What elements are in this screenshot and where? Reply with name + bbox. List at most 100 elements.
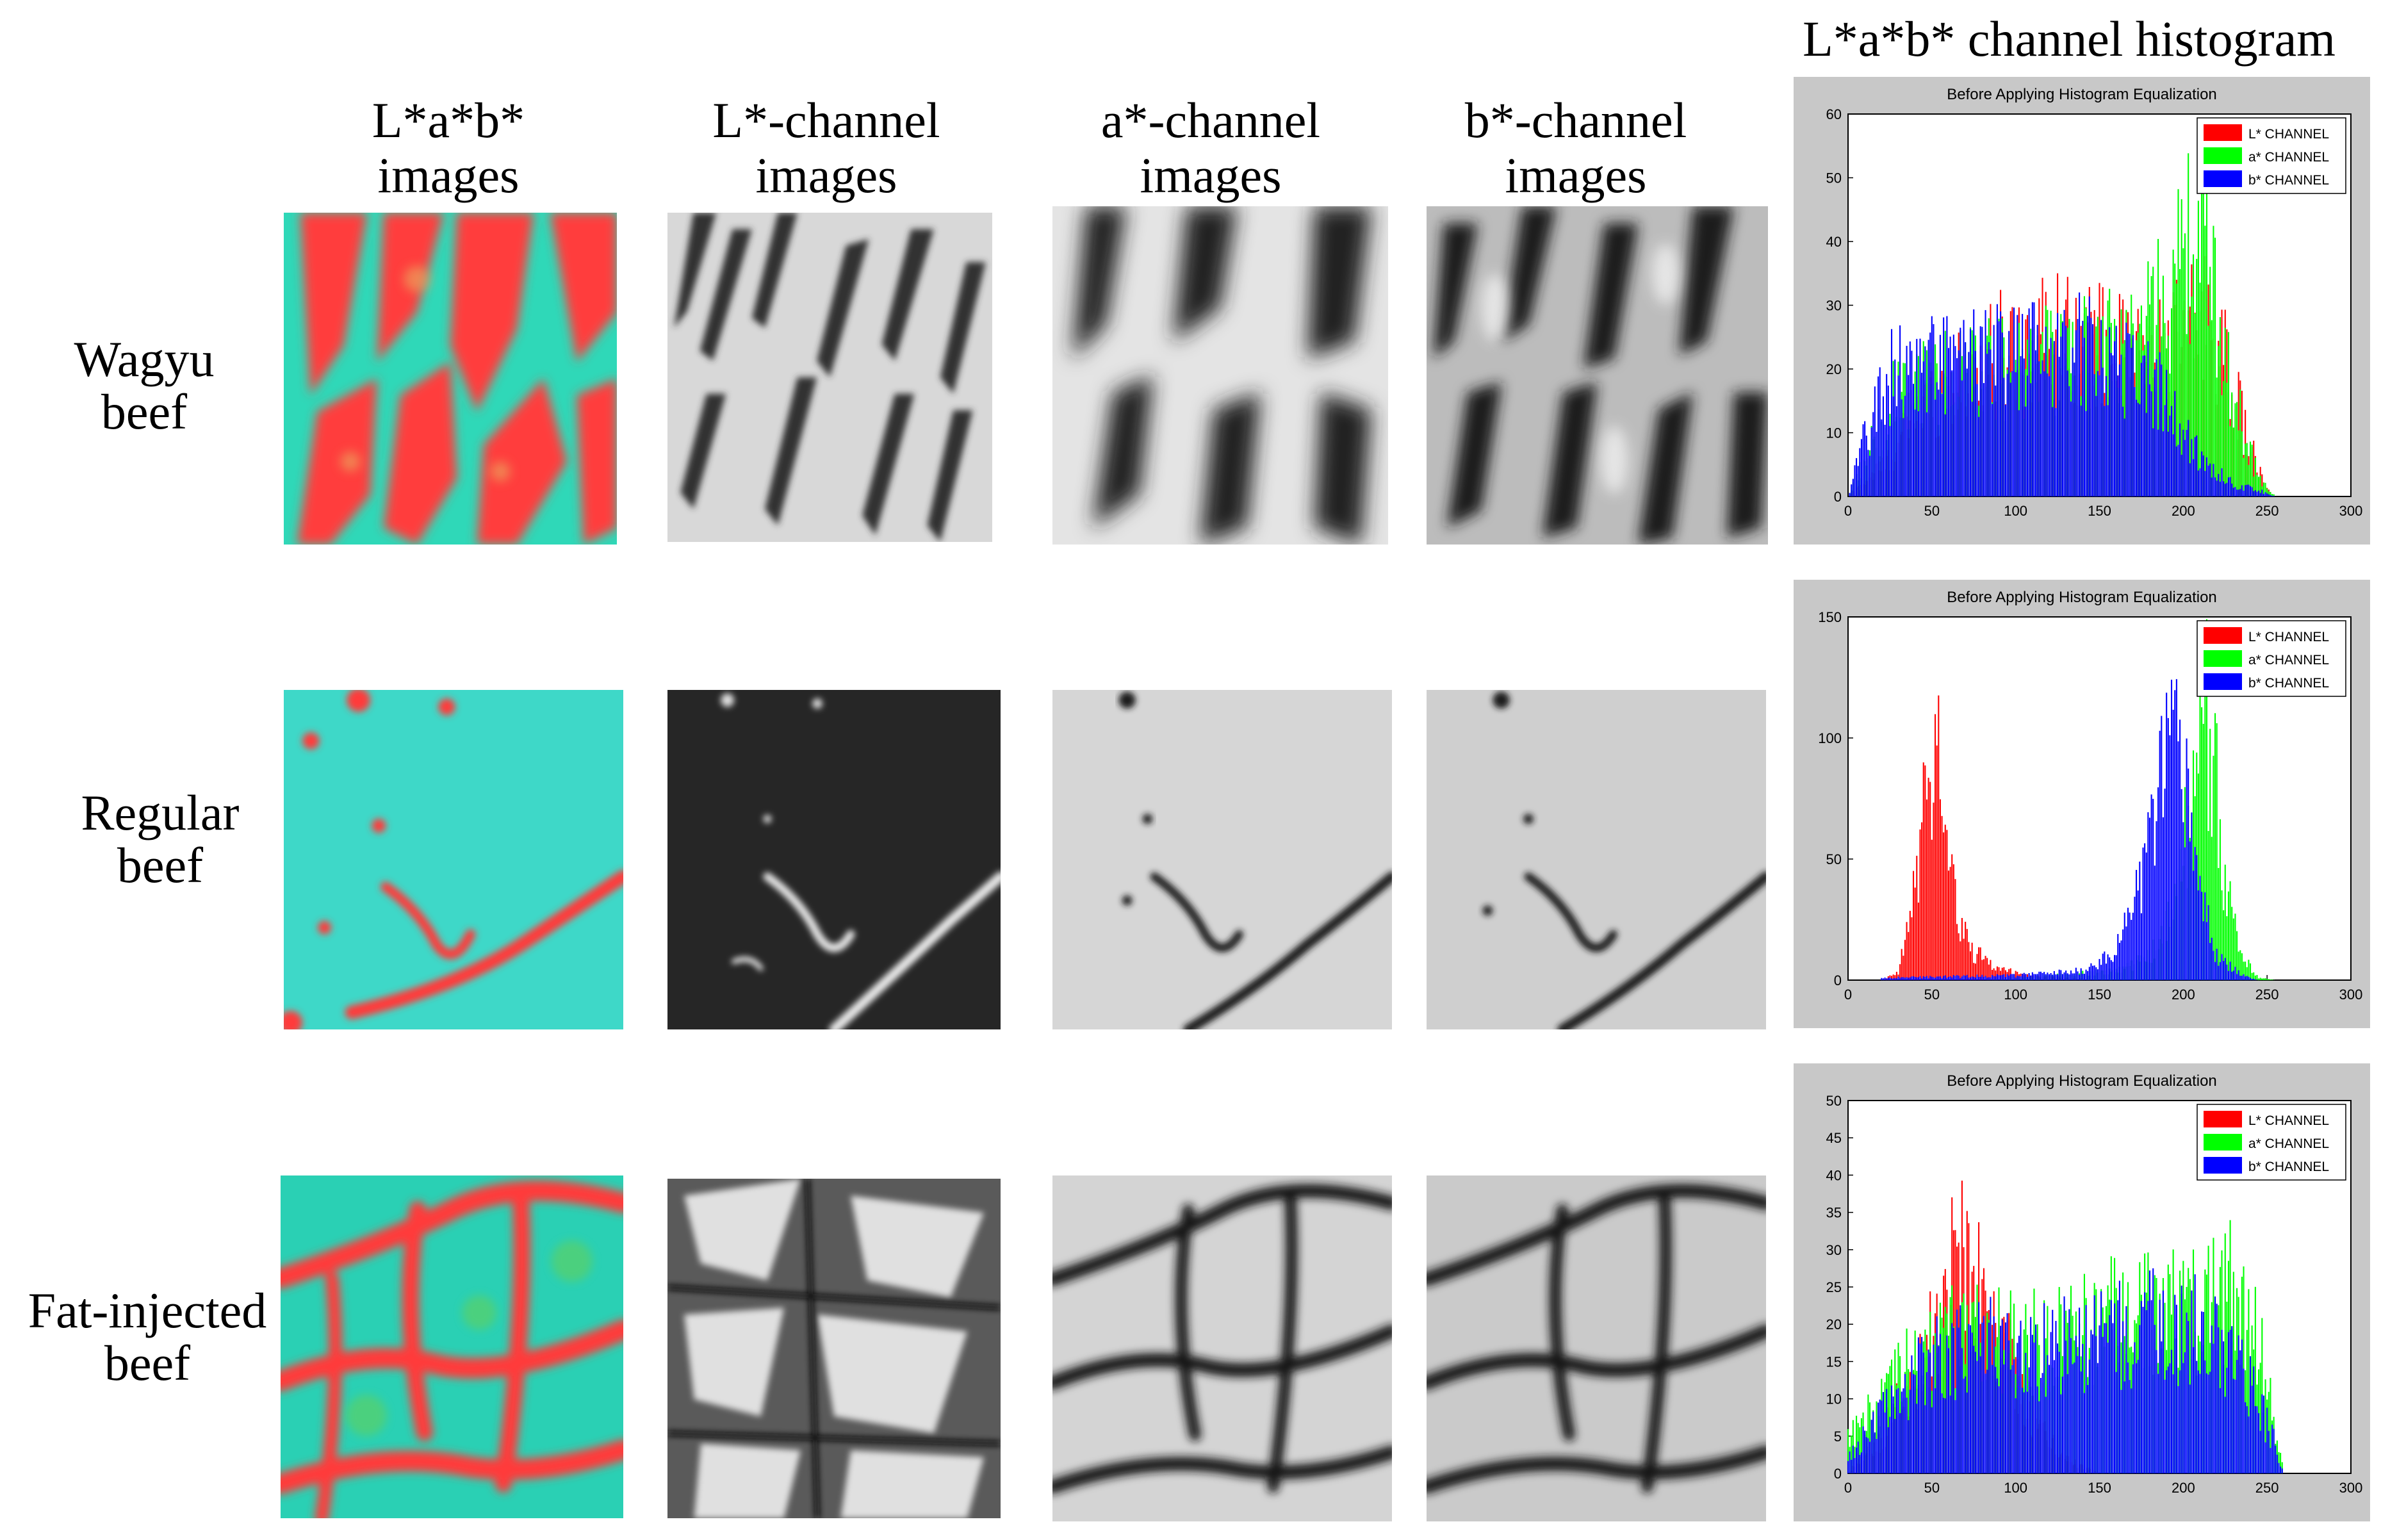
row-label-wagyu: Wagyu beef [13,333,275,438]
histogram-bar [1998,967,2000,980]
histogram-bar [1904,1373,1906,1473]
histogram-bar [2091,324,2094,496]
histogram-bar [1859,1427,1861,1473]
histogram-bar [2061,322,2063,496]
histogram-bar [1976,384,1978,496]
histogram-bar [1886,978,1888,980]
histogram-bar [1887,1427,1889,1473]
histogram-bar [1892,396,1894,496]
histogram-bar [2088,1359,2090,1473]
histogram-bar [2186,738,2188,980]
histogram-bar [1854,465,1856,496]
legend-swatch [2204,1157,2242,1174]
histogram-bar [2179,1370,2181,1473]
histogram-bar [1916,1404,1918,1473]
fat-injected-l-channel-image [667,1179,1001,1518]
histogram-bar [2266,979,2268,980]
histogram-bar [2127,907,2129,980]
histogram-bar [1951,854,1953,980]
histogram-bar [1862,1426,1864,1473]
histogram-bar [1879,1399,1881,1473]
histogram-bar [2259,1430,2261,1473]
histogram-bar [2253,1366,2255,1473]
histogram-bar [2271,979,2273,980]
histogram-bar [2023,972,2025,980]
histogram-bar [2152,266,2154,496]
histogram-bar [2224,1397,2226,1473]
histogram-bar [1901,1391,1902,1473]
histogram-bar [1913,1373,1915,1473]
histogram-bar [2213,1343,2214,1473]
histogram-bar [2169,735,2171,980]
histogram-bar [2125,1306,2127,1473]
histogram-bar [2095,396,2097,496]
histogram-bar [2166,692,2168,980]
histogram-bar [2227,971,2230,980]
histogram-bar [1954,346,1956,496]
histogram-bar [1983,959,1984,980]
histogram-bar [2115,1372,2117,1473]
histogram-bar [2232,1379,2234,1473]
histogram-bar [2140,1300,2142,1473]
histogram-bar [2234,913,2236,980]
histogram-bar [2181,199,2182,496]
histogram-bar [1869,455,1871,496]
histogram-bar [2239,1350,2241,1473]
histogram-bar [1949,1395,1951,1473]
histogram-bar [2167,335,2169,496]
histogram-bar [1976,954,1978,980]
histogram-bar [2189,1384,2191,1473]
histogram-bar [2000,1325,2002,1473]
histogram-bar [2070,401,2072,496]
x-tick-label: 300 [2339,1480,2363,1496]
histogram-bar [1990,1297,1992,1473]
histogram-bar [1926,412,1928,496]
histogram-bar [2152,428,2154,496]
histogram-bar [2125,926,2127,980]
histogram-bar [1931,316,1933,496]
histogram-bar [1991,974,1993,980]
histogram-bar [2148,817,2151,980]
histogram-bar [1911,1355,1913,1473]
histogram-bar [1961,976,1963,980]
histogram-bar [2261,474,2263,496]
histogram-bar [2003,967,2005,980]
histogram-bar [2196,1361,2198,1473]
histogram-bar [1998,975,2000,980]
histogram-bar [1886,373,1888,496]
histogram-bar [2025,406,2027,496]
histogram-bar [1909,910,1911,980]
histogram-bar [2088,296,2090,496]
histogram-bar [2219,819,2221,980]
histogram-bar [1913,976,1915,980]
histogram-bar [1958,1327,1960,1473]
histogram-bar [1867,1438,1869,1473]
histogram-bar [1938,976,1940,980]
histogram-bar [2052,1309,2054,1473]
histogram-bar [2107,405,2109,496]
histogram-bar [1956,924,1958,980]
histogram-bar [2227,891,2230,980]
histogram-bar [2159,730,2161,980]
histogram-bar [2117,934,2119,980]
histogram-bar [2175,283,2177,496]
histogram-regular-svg: Before Applying Histogram Equalization 0 5… [1794,580,2370,1028]
histogram-bar [2018,1336,2020,1473]
histogram-bar [2035,1324,2037,1473]
histogram-bar [1922,1352,1924,1473]
fat-injected-b-channel-image [1427,1175,1766,1521]
histogram-bar [2227,1332,2230,1473]
histogram-bar [2100,320,2102,496]
histogram-bar [2229,426,2231,496]
histogram-bar [2162,431,2164,496]
histogram-bar [2161,1341,2163,1473]
histogram-bar [1926,1372,1928,1473]
histogram-bar [2033,974,2035,980]
histogram-bar [1993,1316,1995,1473]
histogram-bar [2251,972,2253,980]
histogram-bar [2008,969,2010,980]
histogram-bar [2216,377,2218,496]
histogram-bar [2074,973,2075,980]
histogram-bar [2001,1319,2003,1473]
histogram-bar [1901,399,1902,496]
